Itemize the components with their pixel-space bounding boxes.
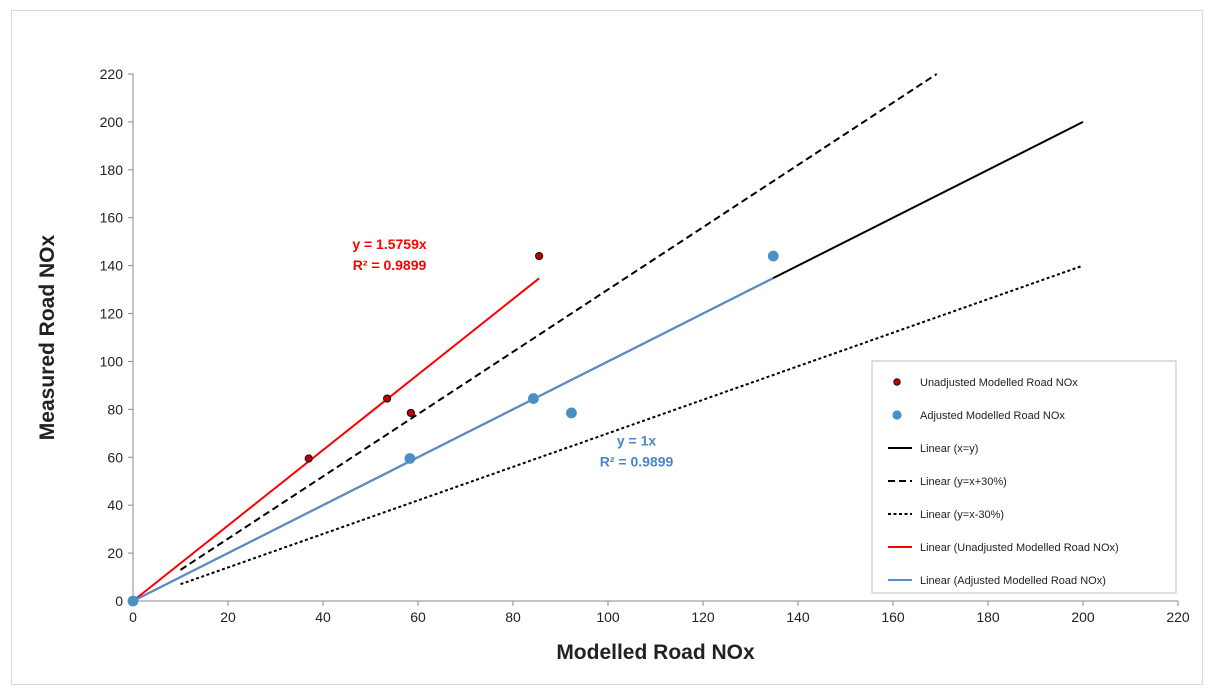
x-axis-title: Modelled Road NOx bbox=[556, 641, 755, 664]
line-linear-y-x-30 bbox=[180, 264, 1084, 586]
line-linear-unadjusted-modelled-road-nox bbox=[132, 277, 540, 602]
legend-box bbox=[871, 360, 1177, 594]
annotations: y = 1.5759x R² = 0.9899 y = 1x R² = 0.9899 bbox=[352, 236, 673, 469]
trendline-equation-1-line-1: y = 1.5759x bbox=[352, 236, 427, 252]
x-tick-label: 100 bbox=[596, 609, 620, 625]
point-adjusted-modelled-road-nox bbox=[767, 250, 779, 262]
y-axis-title: Measured Road NOx bbox=[36, 234, 59, 440]
legend-marker bbox=[893, 378, 901, 386]
y-tick-label: 180 bbox=[100, 162, 124, 178]
legend-label: Linear (x=y) bbox=[920, 443, 978, 455]
legend-label: Unadjusted Modelled Road NOx bbox=[920, 377, 1078, 389]
x-tick-label: 20 bbox=[220, 609, 236, 625]
point-unadjusted-modelled-road-nox bbox=[406, 408, 415, 418]
x-tick-label: 180 bbox=[976, 609, 1000, 625]
legend-label: Linear (Adjusted Modelled Road NOx) bbox=[920, 575, 1106, 587]
y-tick-label: 120 bbox=[100, 306, 124, 322]
y-tick-label: 40 bbox=[107, 497, 123, 513]
x-tick-label: 40 bbox=[315, 609, 331, 625]
line-linear-y-x-30 bbox=[179, 73, 938, 571]
trendline-equation-2-line-1: y = 1x bbox=[617, 432, 657, 448]
y-tick-label: 220 bbox=[100, 66, 124, 82]
x-tick-label: 0 bbox=[129, 609, 137, 625]
legend-label: Linear (y=x-30%) bbox=[920, 509, 1004, 521]
x-tick-label: 160 bbox=[881, 609, 905, 625]
point-adjusted-modelled-road-nox bbox=[566, 407, 577, 419]
trendline-equation-2-line-2: R² = 0.9899 bbox=[600, 453, 674, 469]
point-adjusted-modelled-road-nox bbox=[127, 595, 139, 607]
y-tick-label: 80 bbox=[107, 401, 123, 417]
legend-label: Linear (y=x+30%) bbox=[920, 476, 1007, 488]
x-tick-label: 200 bbox=[1071, 609, 1095, 625]
x-tick-label: 140 bbox=[786, 609, 810, 625]
legend-label: Adjusted Modelled Road NOx bbox=[920, 410, 1065, 422]
line-linear-adjusted-modelled-road-nox bbox=[132, 277, 774, 602]
trend-lines bbox=[132, 73, 1084, 602]
x-tick-label: 60 bbox=[410, 609, 426, 625]
legend-label: Linear (Unadjusted Modelled Road NOx) bbox=[920, 542, 1119, 554]
x-tick-label: 220 bbox=[1166, 609, 1190, 625]
x-tick-label: 120 bbox=[691, 609, 715, 625]
y-tick-label: 0 bbox=[115, 593, 123, 609]
trendline-equation-1-line-2: R² = 0.9899 bbox=[353, 257, 427, 273]
point-adjusted-modelled-road-nox bbox=[528, 393, 539, 404]
legend: Unadjusted Modelled Road NOx Adjusted Mod… bbox=[871, 360, 1177, 594]
point-unadjusted-modelled-road-nox bbox=[383, 394, 392, 403]
data-points bbox=[127, 250, 779, 607]
scatter-chart: 0 20 40 60 80 100 120 140 160 180 200 220 0 20 40 60 80 1… bbox=[36, 66, 1190, 664]
legend-marker bbox=[892, 410, 902, 420]
point-adjusted-modelled-road-nox bbox=[404, 453, 416, 464]
point-unadjusted-modelled-road-nox bbox=[535, 251, 544, 261]
y-tick-label: 160 bbox=[100, 210, 124, 226]
chart-frame: 0 20 40 60 80 100 120 140 160 180 200 220 0 20 40 60 80 1… bbox=[11, 10, 1203, 685]
y-tick-label: 100 bbox=[100, 353, 124, 369]
axes: 0 20 40 60 80 100 120 140 160 180 200 220 0 20 40 60 80 1… bbox=[100, 66, 1190, 625]
y-tick-label: 200 bbox=[100, 114, 124, 130]
x-tick-label: 80 bbox=[505, 609, 521, 625]
point-unadjusted-modelled-road-nox bbox=[304, 454, 313, 463]
y-tick-label: 60 bbox=[107, 449, 123, 465]
y-tick-label: 20 bbox=[107, 545, 123, 561]
y-tick-label: 140 bbox=[100, 258, 124, 274]
